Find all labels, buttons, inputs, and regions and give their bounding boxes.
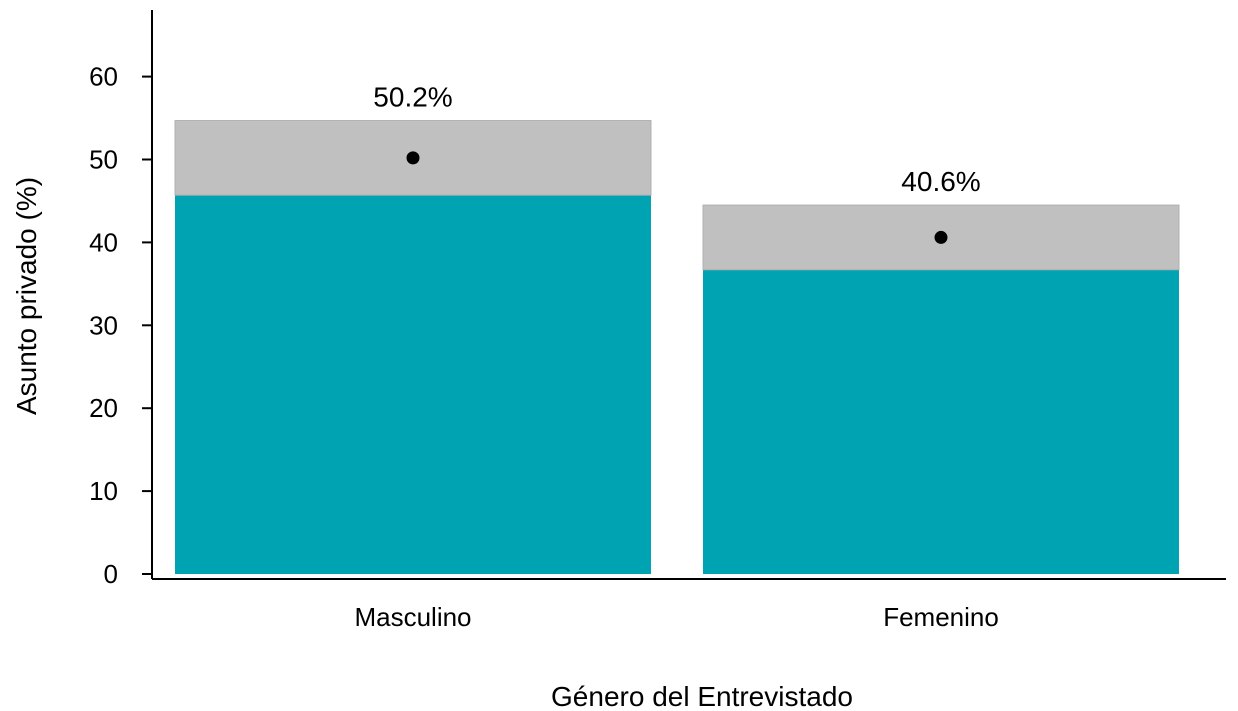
y-tick-label-50: 50 — [89, 145, 118, 175]
y-tick-label-60: 60 — [89, 62, 118, 92]
x-tick-label-masculino: Masculino — [354, 602, 471, 632]
y-tick-label-20: 20 — [89, 393, 118, 423]
bar-masculino — [175, 195, 651, 574]
y-tick-label-30: 30 — [89, 310, 118, 340]
y-tick-label-10: 10 — [89, 476, 118, 506]
point-femenino — [934, 230, 948, 244]
point-masculino — [406, 151, 420, 165]
bars — [175, 195, 1179, 574]
y-tick-label-0: 0 — [104, 559, 118, 589]
x-axis-title: Género del Entrevistado — [551, 681, 853, 711]
y-ticks: 0 10 20 30 40 50 60 — [89, 62, 152, 589]
estimate-points — [406, 151, 948, 244]
data-labels: 50.2% 40.6% — [373, 82, 980, 198]
y-tick-label-40: 40 — [89, 227, 118, 257]
bar-femenino — [703, 269, 1179, 574]
axes — [151, 10, 1226, 580]
x-tick-label-femenino: Femenino — [883, 602, 999, 632]
data-label-femenino: 40.6% — [901, 166, 980, 197]
x-ticks: Masculino Femenino — [354, 602, 998, 632]
ci-band-masculino — [174, 120, 652, 196]
data-label-masculino: 50.2% — [373, 82, 452, 113]
y-axis-title: Asunto privado (%) — [11, 177, 42, 415]
